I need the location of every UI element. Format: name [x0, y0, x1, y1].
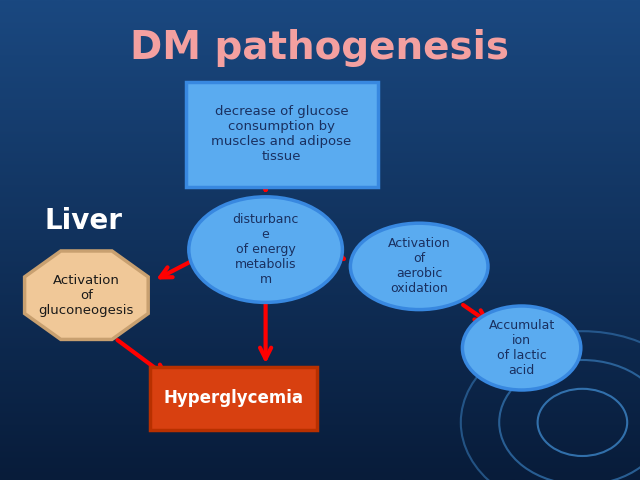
Text: Activation
of
gluconeogesis: Activation of gluconeogesis: [38, 274, 134, 317]
Text: decrease of glucose
consumption by
muscles and adipose
tissue: decrease of glucose consumption by muscl…: [211, 106, 352, 163]
Text: Hyperglycemia: Hyperglycemia: [164, 389, 303, 408]
Ellipse shape: [462, 306, 581, 390]
Text: Activation
of
aerobic
oxidation: Activation of aerobic oxidation: [388, 238, 451, 295]
Text: disturbanc
e
of energy
metabolis
m: disturbanc e of energy metabolis m: [232, 213, 299, 286]
Text: Liver: Liver: [45, 207, 123, 235]
FancyBboxPatch shape: [150, 367, 317, 430]
FancyBboxPatch shape: [186, 82, 378, 187]
Ellipse shape: [351, 223, 488, 310]
Text: Accumulat
ion
of lactic
acid: Accumulat ion of lactic acid: [488, 319, 555, 377]
Ellipse shape: [189, 197, 342, 302]
Polygon shape: [24, 251, 148, 339]
Text: DM pathogenesis: DM pathogenesis: [131, 29, 509, 67]
